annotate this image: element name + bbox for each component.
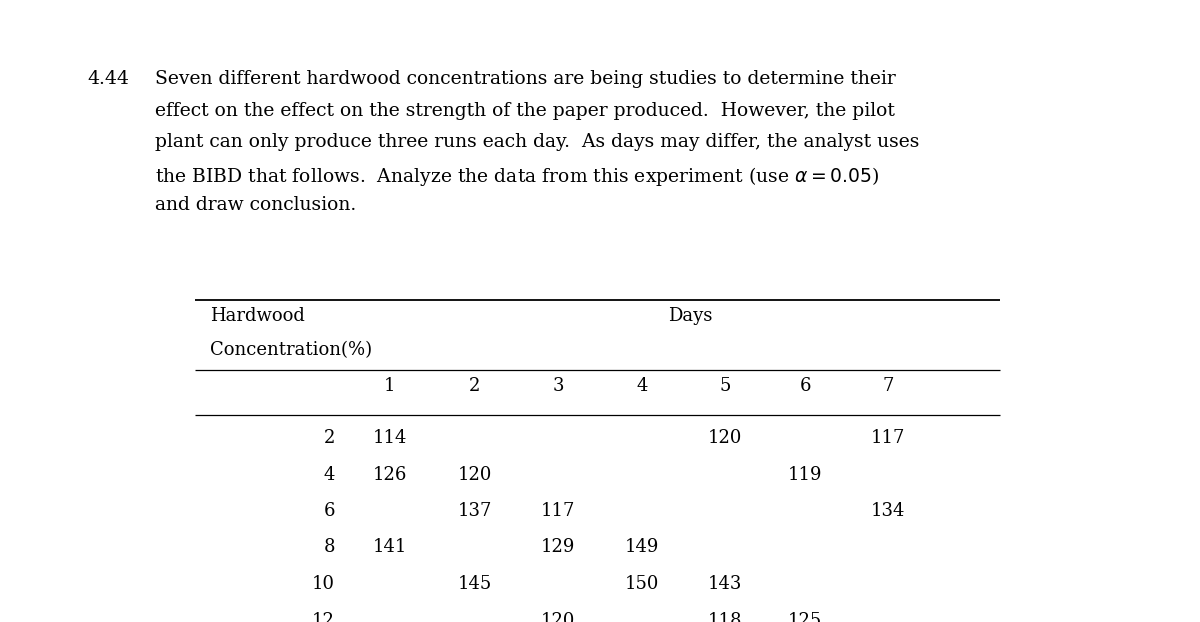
Text: 4.44: 4.44 [88, 70, 128, 88]
Text: 1: 1 [384, 377, 396, 395]
Text: 8: 8 [324, 539, 335, 557]
Text: 134: 134 [871, 502, 905, 520]
Text: effect on the effect on the strength of the paper produced.  However, the pilot: effect on the effect on the strength of … [155, 101, 895, 119]
Text: 4: 4 [324, 465, 335, 483]
Text: 2: 2 [324, 429, 335, 447]
Text: 125: 125 [788, 611, 822, 622]
Text: 141: 141 [373, 539, 407, 557]
Text: 117: 117 [541, 502, 575, 520]
Text: 5: 5 [719, 377, 731, 395]
Text: 149: 149 [625, 539, 659, 557]
Text: Seven different hardwood concentrations are being studies to determine their: Seven different hardwood concentrations … [155, 70, 895, 88]
Text: Days: Days [668, 307, 712, 325]
Text: 6: 6 [324, 502, 335, 520]
Text: the BIBD that follows.  Analyze the data from this experiment (use $\alpha = 0.0: the BIBD that follows. Analyze the data … [155, 164, 880, 187]
Text: 129: 129 [541, 539, 575, 557]
Text: 2: 2 [469, 377, 481, 395]
Text: 150: 150 [625, 575, 659, 593]
Text: 126: 126 [373, 465, 407, 483]
Text: 120: 120 [708, 429, 742, 447]
Text: 4: 4 [636, 377, 648, 395]
Text: 117: 117 [871, 429, 905, 447]
Text: 137: 137 [458, 502, 492, 520]
Text: 143: 143 [708, 575, 742, 593]
Text: 12: 12 [312, 611, 335, 622]
Text: plant can only produce three runs each day.  As days may differ, the analyst use: plant can only produce three runs each d… [155, 133, 919, 151]
Text: 3: 3 [552, 377, 564, 395]
Text: Concentration(%): Concentration(%) [210, 341, 372, 359]
Text: and draw conclusion.: and draw conclusion. [155, 196, 356, 214]
Text: 6: 6 [799, 377, 811, 395]
Text: 120: 120 [458, 465, 492, 483]
Text: 7: 7 [882, 377, 894, 395]
Text: 119: 119 [787, 465, 822, 483]
Text: 114: 114 [373, 429, 407, 447]
Text: 118: 118 [708, 611, 743, 622]
Text: Hardwood: Hardwood [210, 307, 305, 325]
Text: 120: 120 [541, 611, 575, 622]
Text: 10: 10 [312, 575, 335, 593]
Text: 145: 145 [458, 575, 492, 593]
